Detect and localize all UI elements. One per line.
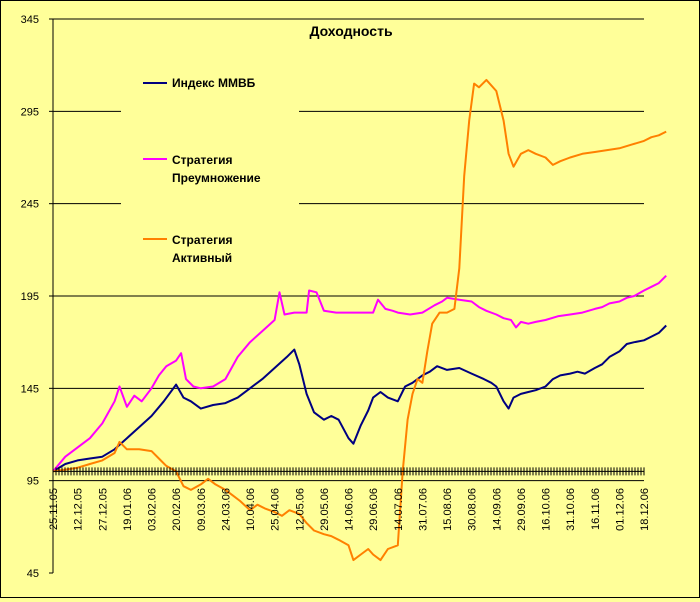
- x-tick-label: 09.03.06: [196, 488, 208, 531]
- x-tick-label: 16.10.06: [541, 488, 553, 531]
- x-tick-label: 03.02.06: [147, 488, 159, 531]
- chart-title: Доходность: [309, 23, 393, 39]
- x-tick-label: 14.06.06: [344, 488, 356, 531]
- legend: Индекс ММВБ Стратегия Преумножение Страт…: [121, 66, 299, 276]
- x-tick-label: 16.11.06: [590, 488, 602, 530]
- legend-label-mmvb-index: Индекс ММВБ: [172, 76, 256, 90]
- series-line-2: [52, 78, 667, 562]
- y-tick-label: 295: [21, 106, 39, 118]
- y-tick-label: 145: [21, 383, 39, 395]
- series-line-1: [52, 274, 667, 473]
- y-tick-label: 45: [27, 568, 39, 580]
- x-tick-label: 01.12.06: [614, 488, 626, 531]
- x-tick-label: 12.05.06: [294, 488, 306, 531]
- x-tick-label: 14.09.06: [491, 488, 503, 531]
- y-tick-label: 195: [21, 291, 39, 303]
- x-tick-label: 30.08.06: [467, 488, 479, 531]
- y-axis: 45 95 145 195 245 295 345: [21, 14, 54, 580]
- legend-label-strategy-multiplication: Стратегия Преумножение: [172, 153, 261, 185]
- y-tick-label: 95: [27, 476, 39, 488]
- x-tick-label: 20.02.06: [171, 488, 183, 531]
- x-tick-label: 25.11.05: [48, 488, 60, 530]
- x-tick-label: 27.12.05: [97, 488, 109, 531]
- x-tick-label: 31.07.06: [417, 488, 429, 531]
- x-tick-label: 29.09.06: [516, 488, 528, 531]
- baseline-markers: [52, 467, 645, 476]
- legend-label-strategy-active: Стратегия Активный: [172, 233, 236, 265]
- legend-background: [121, 66, 299, 276]
- series-line-0: [52, 324, 667, 473]
- legend-label-line1: Стратегия: [172, 233, 232, 247]
- series-lines: [52, 78, 667, 562]
- x-tick-label: 10.04.06: [245, 488, 257, 531]
- x-axis: 25.11.05 12.12.05 27.12.05 19.01.06 03.02.06…: [48, 488, 651, 531]
- x-tick-label: 29.05.06: [319, 488, 331, 531]
- x-tick-label: 24.03.06: [220, 488, 232, 531]
- x-tick-label: 25.04.06: [270, 488, 282, 531]
- legend-label-line2: Преумножение: [172, 171, 261, 185]
- x-tick-label: 14.07.06: [393, 488, 405, 531]
- legend-label-line1: Стратегия: [172, 153, 232, 167]
- x-tick-label: 31.10.06: [565, 488, 577, 531]
- y-tick-label: 245: [21, 199, 39, 211]
- x-tick-label: 15.08.06: [442, 488, 454, 531]
- x-tick-label: 18.12.06: [639, 488, 651, 531]
- x-tick-label: 12.12.05: [73, 488, 85, 531]
- legend-label-line2: Активный: [172, 251, 232, 265]
- x-tick-label: 29.06.06: [368, 488, 380, 531]
- y-tick-label: 345: [21, 14, 39, 26]
- x-tick-label: 19.01.06: [122, 488, 134, 531]
